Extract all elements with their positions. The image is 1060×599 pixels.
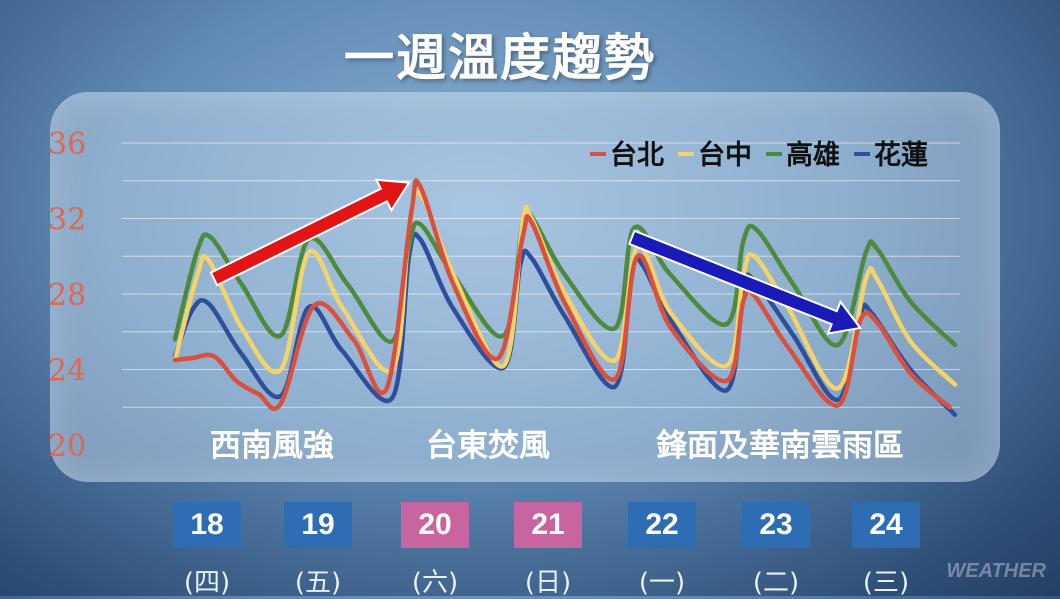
trend-arrow-shape: [209, 178, 411, 287]
watermark-logo: WEATHER: [946, 560, 1046, 582]
annotation-label: 鋒面及華南雲雨區: [655, 428, 904, 464]
weekday-label: (日): [524, 568, 572, 598]
date-box: 21: [514, 502, 582, 548]
legend-label: 高雄: [786, 139, 840, 171]
y-tick-label: 24: [48, 354, 86, 389]
date-box: 20: [401, 502, 469, 548]
chart-panel: [50, 92, 1000, 482]
date-box: 23: [742, 502, 810, 548]
y-tick-label: 32: [48, 203, 86, 238]
date-box: 18: [173, 502, 241, 548]
legend-label: 花蓮: [874, 140, 928, 171]
trend-arrow-shape: [627, 229, 863, 335]
weekday-label: (一): [638, 568, 686, 598]
series-line-台北: [172, 178, 952, 412]
y-tick-label: 36: [48, 127, 86, 162]
y-tick-label: 28: [48, 278, 86, 313]
series-line-台中: [172, 189, 958, 391]
y-tick-label: 20: [48, 429, 86, 464]
legend-label: 台北: [610, 139, 664, 171]
trend-arrow: [627, 229, 863, 335]
weekday-label: (五): [294, 568, 342, 598]
weekday-label: (六): [411, 568, 459, 598]
annotation-label: 西南風強: [210, 428, 334, 464]
legend-label: 台中: [698, 139, 752, 171]
page-title: 一週溫度趨勢: [344, 29, 656, 87]
trend-arrow: [209, 178, 411, 287]
weekday-label: (三): [862, 568, 910, 598]
weekday-label: (四): [183, 568, 231, 598]
date-box: 22: [628, 502, 696, 548]
weekday-label: (二): [752, 568, 800, 598]
date-box: 19: [284, 502, 352, 548]
annotation-label: 台東焚風: [426, 428, 550, 464]
series-line-花蓮: [172, 231, 958, 418]
date-box: 24: [852, 502, 920, 548]
